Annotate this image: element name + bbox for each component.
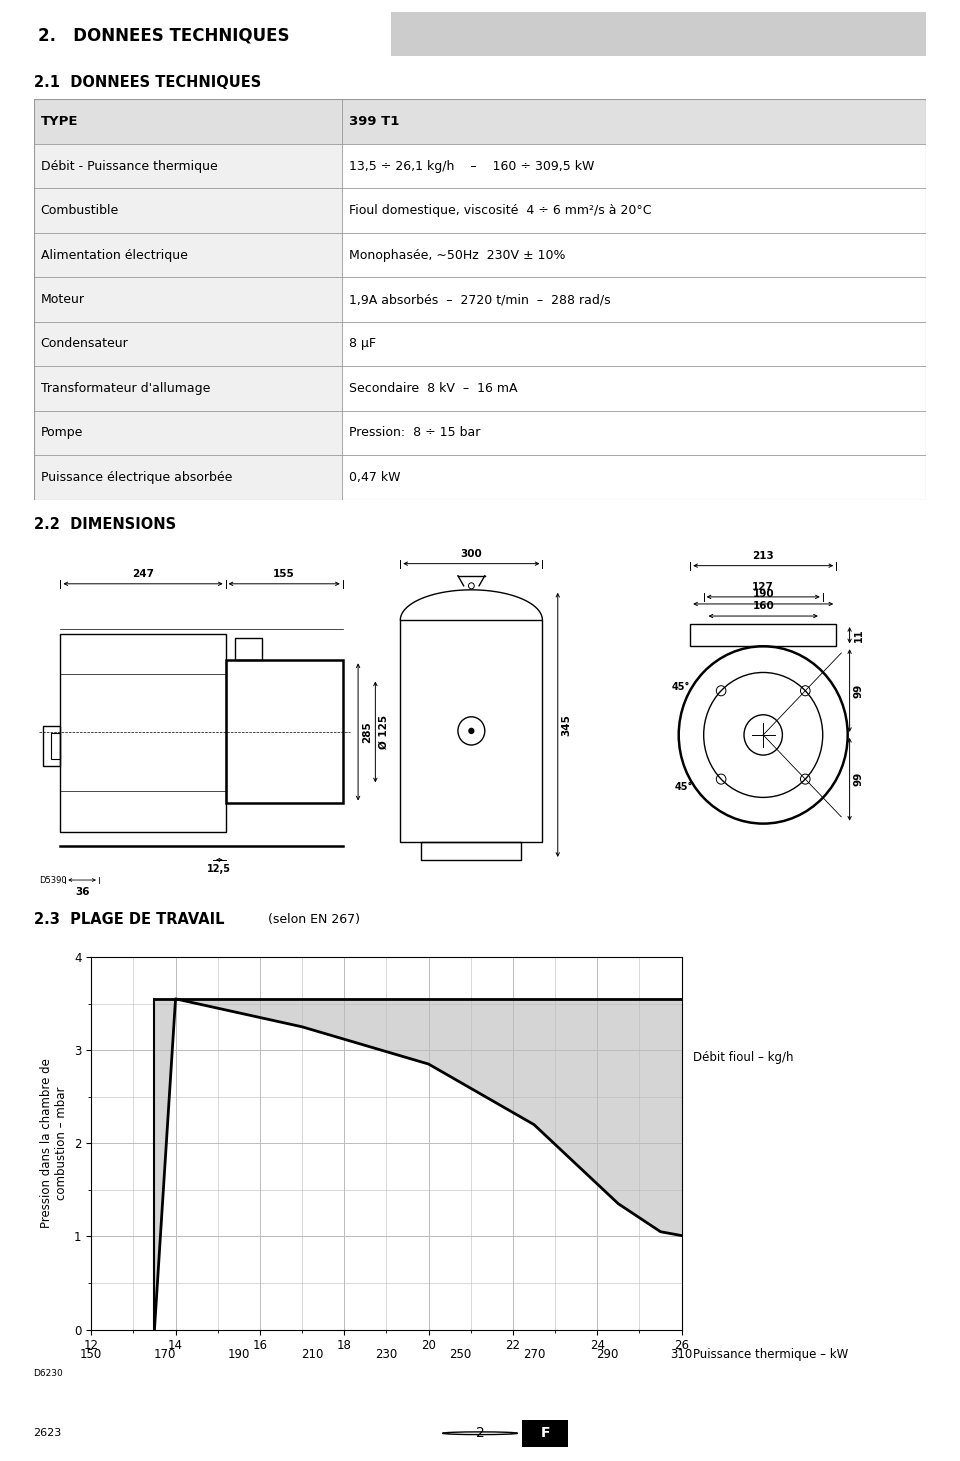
Text: Puissance électrique absorbée: Puissance électrique absorbée bbox=[40, 470, 232, 484]
Bar bbox=[34, 99, 342, 143]
Text: 13,5 ÷ 26,1 kg/h    –    160 ÷ 309,5 kW: 13,5 ÷ 26,1 kg/h – 160 ÷ 309,5 kW bbox=[348, 159, 594, 172]
Text: 99: 99 bbox=[853, 773, 863, 786]
Bar bbox=[342, 321, 926, 367]
Text: 36: 36 bbox=[75, 887, 89, 897]
Text: 300: 300 bbox=[461, 549, 482, 558]
Text: Moteur: Moteur bbox=[40, 294, 84, 305]
Text: 127: 127 bbox=[753, 581, 774, 592]
Bar bbox=[400, 619, 542, 842]
Bar bbox=[34, 367, 342, 411]
Bar bbox=[34, 456, 342, 500]
Text: 8 µF: 8 µF bbox=[348, 337, 375, 351]
Text: D5390: D5390 bbox=[39, 875, 67, 884]
Text: 0,47 kW: 0,47 kW bbox=[348, 470, 400, 484]
Text: F: F bbox=[540, 1426, 550, 1441]
Text: 155: 155 bbox=[274, 568, 295, 579]
Text: 399 T1: 399 T1 bbox=[348, 115, 399, 129]
Bar bbox=[34, 321, 342, 367]
Bar bbox=[226, 660, 343, 804]
Text: 160: 160 bbox=[753, 600, 774, 611]
Text: Combustible: Combustible bbox=[40, 205, 119, 218]
Text: 190: 190 bbox=[228, 1349, 250, 1360]
Y-axis label: Pression dans la chambre de
combustion – mbar: Pression dans la chambre de combustion –… bbox=[40, 1058, 68, 1229]
Polygon shape bbox=[155, 999, 685, 1330]
Text: 1,9A absorbés  –  2720 t/min  –  288 rad/s: 1,9A absorbés – 2720 t/min – 288 rad/s bbox=[348, 294, 611, 305]
Text: Transformateur d'allumage: Transformateur d'allumage bbox=[40, 381, 210, 394]
Bar bbox=[342, 411, 926, 456]
Bar bbox=[342, 278, 926, 321]
Bar bbox=[342, 232, 926, 278]
Text: TYPE: TYPE bbox=[40, 115, 79, 129]
Text: Débit - Puissance thermique: Débit - Puissance thermique bbox=[40, 159, 218, 172]
Text: 45°: 45° bbox=[675, 782, 693, 792]
Bar bbox=[34, 278, 342, 321]
Text: Ø 125: Ø 125 bbox=[379, 714, 389, 749]
Text: 210: 210 bbox=[301, 1349, 324, 1360]
Text: 11: 11 bbox=[853, 628, 863, 641]
Bar bbox=[34, 188, 342, 232]
Text: 99: 99 bbox=[853, 684, 863, 698]
Bar bbox=[522, 1420, 568, 1446]
Circle shape bbox=[469, 729, 474, 733]
Text: Fioul domestique, viscosité  4 ÷ 6 mm²/s à 20°C: Fioul domestique, viscosité 4 ÷ 6 mm²/s … bbox=[348, 205, 651, 218]
Text: Condensateur: Condensateur bbox=[40, 337, 129, 351]
Bar bbox=[34, 143, 342, 188]
Text: 247: 247 bbox=[132, 568, 154, 579]
Text: 45°: 45° bbox=[672, 682, 690, 691]
Text: 230: 230 bbox=[375, 1349, 397, 1360]
Bar bbox=[34, 411, 342, 456]
Bar bbox=[391, 12, 926, 56]
Text: 2623: 2623 bbox=[34, 1429, 61, 1438]
Text: 2.2  DIMENSIONS: 2.2 DIMENSIONS bbox=[34, 517, 176, 532]
Bar bbox=[60, 634, 226, 831]
Text: Alimentation électrique: Alimentation électrique bbox=[40, 248, 187, 262]
Bar bbox=[342, 367, 926, 411]
Text: 150: 150 bbox=[80, 1349, 103, 1360]
Bar bbox=[342, 143, 926, 188]
Bar bbox=[43, 726, 60, 766]
Text: 270: 270 bbox=[523, 1349, 545, 1360]
Bar bbox=[690, 624, 836, 646]
Text: 2.   DONNEES TECHNIQUES: 2. DONNEES TECHNIQUES bbox=[38, 26, 290, 45]
Text: 213: 213 bbox=[753, 551, 774, 561]
Text: Pression:  8 ÷ 15 bar: Pression: 8 ÷ 15 bar bbox=[348, 427, 480, 440]
Text: 170: 170 bbox=[154, 1349, 177, 1360]
Bar bbox=[235, 638, 262, 660]
Text: Monophasée, ∼50Hz  230V ± 10%: Monophasée, ∼50Hz 230V ± 10% bbox=[348, 248, 565, 262]
Text: Débit fioul – kg/h: Débit fioul – kg/h bbox=[693, 1050, 794, 1064]
Text: 285: 285 bbox=[362, 722, 372, 742]
Bar bbox=[51, 733, 60, 760]
Text: 190: 190 bbox=[753, 589, 774, 599]
Bar bbox=[342, 188, 926, 232]
Text: 12,5: 12,5 bbox=[207, 863, 231, 874]
Text: Pompe: Pompe bbox=[40, 427, 84, 440]
Text: 2: 2 bbox=[475, 1426, 485, 1441]
Text: 310: 310 bbox=[670, 1349, 693, 1360]
Text: 345: 345 bbox=[562, 714, 571, 736]
Text: 250: 250 bbox=[449, 1349, 471, 1360]
Bar bbox=[34, 232, 342, 278]
Bar bbox=[342, 99, 926, 143]
Text: 290: 290 bbox=[596, 1349, 619, 1360]
Text: Secondaire  8 kV  –  16 mA: Secondaire 8 kV – 16 mA bbox=[348, 381, 517, 394]
Text: Puissance thermique – kW: Puissance thermique – kW bbox=[693, 1349, 849, 1360]
Bar bbox=[421, 842, 521, 861]
Text: (selon EN 267): (selon EN 267) bbox=[264, 913, 360, 926]
Text: 2.3  PLAGE DE TRAVAIL: 2.3 PLAGE DE TRAVAIL bbox=[34, 912, 224, 926]
Text: 2.1  DONNEES TECHNIQUES: 2.1 DONNEES TECHNIQUES bbox=[34, 75, 261, 91]
Text: D6230: D6230 bbox=[34, 1369, 63, 1378]
Bar bbox=[342, 456, 926, 500]
